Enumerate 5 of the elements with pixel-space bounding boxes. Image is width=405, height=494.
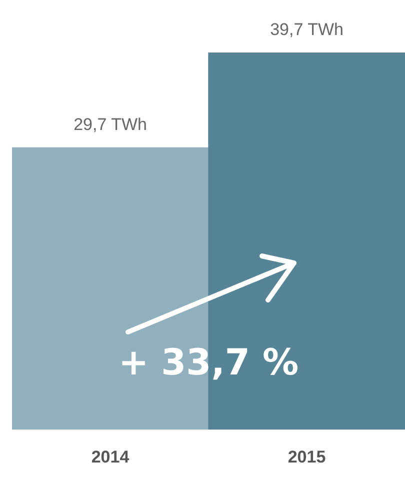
data-label: 29,7 TWh — [74, 114, 147, 134]
x-tick-label: 2015 — [288, 447, 326, 466]
x-tick-label: 2014 — [91, 447, 130, 466]
annotation: + 33,7 % — [118, 342, 299, 384]
data-label: 39,7 TWh — [270, 20, 344, 40]
